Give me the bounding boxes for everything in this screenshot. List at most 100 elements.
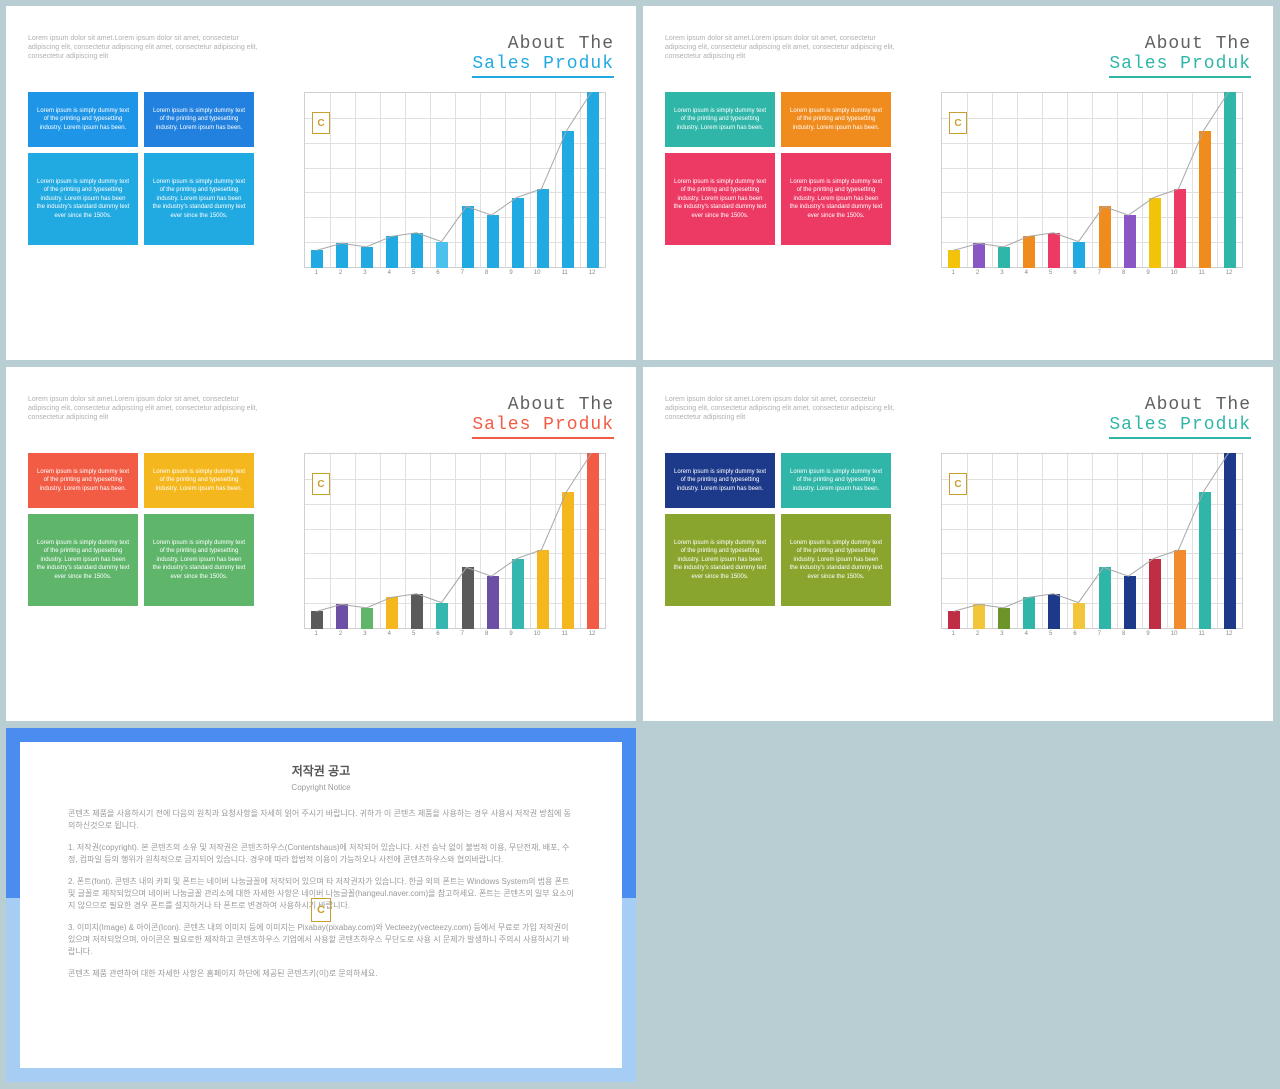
info-box-3: Lorem ipsum is simply dummy text of the … <box>781 153 891 245</box>
copyright-title: 저작권 공고 <box>68 762 574 780</box>
bar-8 <box>1124 215 1136 268</box>
bar-10 <box>537 550 549 629</box>
copyright-para-1: 1. 저작권(copyright). 본 콘텐츠의 소유 및 저작권은 콘텐츠하… <box>68 842 574 866</box>
info-box-2: Lorem ipsum is simply dummy text of the … <box>28 153 138 245</box>
x-label: 11 <box>561 631 567 643</box>
bar-12 <box>587 92 599 268</box>
x-label: 2 <box>339 270 342 282</box>
info-box-2: Lorem ipsum is simply dummy text of the … <box>665 153 775 245</box>
x-axis-labels: 123456789101112 <box>304 631 606 643</box>
title-line-2: Sales Produk <box>472 415 614 439</box>
bar-7 <box>1099 567 1111 629</box>
bar-1 <box>311 611 323 629</box>
logo-icon: C <box>311 898 331 922</box>
slide-content: Lorem ipsum is simply dummy text of the … <box>665 453 1251 643</box>
header-lorem: Lorem ipsum dolor sit amet.Lorem ipsum d… <box>665 395 895 422</box>
title-block: About TheSales Produk <box>472 395 614 439</box>
info-boxes: Lorem ipsum is simply dummy text of the … <box>665 92 891 282</box>
x-label: 9 <box>1146 270 1149 282</box>
title-block: About TheSales Produk <box>472 34 614 78</box>
copyright-para-4: 콘텐츠 제품 관련하여 대한 자세한 사항은 홈페이지 하단에 제공된 콘텐츠키… <box>68 968 574 980</box>
info-box-1: Lorem ipsum is simply dummy text of the … <box>781 453 891 508</box>
x-label: 3 <box>363 631 366 643</box>
slide-header: Lorem ipsum dolor sit amet.Lorem ipsum d… <box>665 34 1251 78</box>
info-box-0: Lorem ipsum is simply dummy text of the … <box>665 92 775 147</box>
bar-chart: C123456789101112 <box>921 453 1251 643</box>
info-box-3: Lorem ipsum is simply dummy text of the … <box>144 153 254 245</box>
header-lorem: Lorem ipsum dolor sit amet.Lorem ipsum d… <box>28 395 258 422</box>
x-label: 10 <box>1171 631 1178 643</box>
x-label: 3 <box>363 270 366 282</box>
x-label: 2 <box>976 631 979 643</box>
bar-6 <box>1073 242 1085 268</box>
bar-6 <box>1073 603 1085 629</box>
slide-2: Lorem ipsum dolor sit amet.Lorem ipsum d… <box>643 6 1273 360</box>
x-label: 6 <box>436 631 439 643</box>
bar-3 <box>998 608 1010 629</box>
x-label: 7 <box>1098 631 1101 643</box>
info-box-3: Lorem ipsum is simply dummy text of the … <box>781 514 891 606</box>
x-label: 9 <box>1146 631 1149 643</box>
x-label: 8 <box>485 631 488 643</box>
x-axis-labels: 123456789101112 <box>941 631 1243 643</box>
bar-5 <box>1048 233 1060 268</box>
x-label: 5 <box>1049 270 1052 282</box>
bar-2 <box>973 243 985 268</box>
bar-12 <box>587 453 599 629</box>
x-label: 4 <box>388 270 391 282</box>
bar-2 <box>973 604 985 629</box>
x-label: 3 <box>1000 631 1003 643</box>
info-box-3: Lorem ipsum is simply dummy text of the … <box>144 514 254 606</box>
x-label: 8 <box>1122 270 1125 282</box>
x-label: 2 <box>976 270 979 282</box>
title-block: About TheSales Produk <box>1109 34 1251 78</box>
copyright-para-0: 콘텐츠 제품을 사용하시기 전에 다음의 원칙과 요청사항을 자세히 읽어 주시… <box>68 808 574 832</box>
title-line-1: About The <box>1109 34 1251 54</box>
slide-content: Lorem ipsum is simply dummy text of the … <box>28 92 614 282</box>
bar-5 <box>411 594 423 629</box>
x-label: 1 <box>315 270 318 282</box>
title-line-2: Sales Produk <box>472 54 614 78</box>
info-box-2: Lorem ipsum is simply dummy text of the … <box>28 514 138 606</box>
bar-10 <box>1174 189 1186 268</box>
bar-11 <box>562 131 574 268</box>
bar-9 <box>1149 198 1161 268</box>
x-label: 1 <box>952 270 955 282</box>
slide-content: Lorem ipsum is simply dummy text of the … <box>28 453 614 643</box>
chart-bars <box>304 92 606 268</box>
bar-11 <box>562 492 574 629</box>
slide-4: Lorem ipsum dolor sit amet.Lorem ipsum d… <box>643 367 1273 721</box>
copyright-subtitle: Copyright Notice <box>68 782 574 794</box>
info-boxes: Lorem ipsum is simply dummy text of the … <box>665 453 891 643</box>
slide-1: Lorem ipsum dolor sit amet.Lorem ipsum d… <box>6 6 636 360</box>
x-label: 1 <box>952 631 955 643</box>
slide-grid: Lorem ipsum dolor sit amet.Lorem ipsum d… <box>6 6 1274 1082</box>
bar-8 <box>487 215 499 268</box>
bar-2 <box>336 604 348 629</box>
header-lorem: Lorem ipsum dolor sit amet.Lorem ipsum d… <box>28 34 258 61</box>
x-label: 6 <box>436 270 439 282</box>
info-box-1: Lorem ipsum is simply dummy text of the … <box>781 92 891 147</box>
x-label: 11 <box>561 270 567 282</box>
x-axis-labels: 123456789101112 <box>941 270 1243 282</box>
x-axis-labels: 123456789101112 <box>304 270 606 282</box>
x-label: 4 <box>1025 270 1028 282</box>
info-box-2: Lorem ipsum is simply dummy text of the … <box>665 514 775 606</box>
bar-10 <box>537 189 549 268</box>
info-boxes: Lorem ipsum is simply dummy text of the … <box>28 92 254 282</box>
chart-bars <box>941 92 1243 268</box>
bar-4 <box>1023 597 1035 629</box>
title-line-1: About The <box>472 395 614 415</box>
x-label: 6 <box>1073 631 1076 643</box>
slide-3: Lorem ipsum dolor sit amet.Lorem ipsum d… <box>6 367 636 721</box>
x-label: 12 <box>1226 631 1233 643</box>
info-box-0: Lorem ipsum is simply dummy text of the … <box>28 92 138 147</box>
x-label: 9 <box>509 270 512 282</box>
x-label: 7 <box>1098 270 1101 282</box>
bar-5 <box>1048 594 1060 629</box>
x-label: 8 <box>485 270 488 282</box>
x-label: 10 <box>534 270 541 282</box>
x-label: 10 <box>1171 270 1178 282</box>
info-box-1: Lorem ipsum is simply dummy text of the … <box>144 92 254 147</box>
bar-9 <box>1149 559 1161 629</box>
